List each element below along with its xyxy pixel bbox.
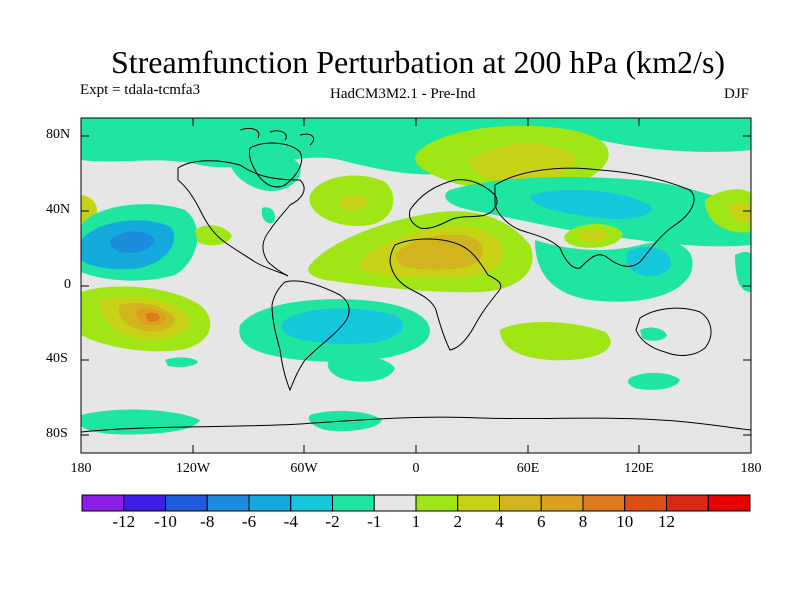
colorbar-label: 2 xyxy=(453,512,463,531)
contour-eastpac-low xyxy=(735,251,751,292)
colorbar-label: -6 xyxy=(241,512,257,531)
contour-layer xyxy=(81,118,751,435)
x-label-0: 0 xyxy=(412,461,420,476)
colorbar-swatch xyxy=(540,494,584,512)
colorbar-label: 10 xyxy=(616,512,634,531)
colorbar-label: -10 xyxy=(154,512,177,531)
contour-dateline-high-2 xyxy=(705,189,751,233)
coast-antarctica xyxy=(81,416,751,433)
contour-atlantic-high-4 xyxy=(340,194,368,210)
x-label-120w: 120W xyxy=(175,461,211,476)
colorbar xyxy=(81,494,751,512)
contour-india-high-4 xyxy=(578,229,608,242)
x-label-180w: 180 xyxy=(70,461,92,476)
contour-eurasia-high-4 xyxy=(470,143,576,183)
y-label-80s: 80S xyxy=(46,426,68,441)
coast-europe xyxy=(409,179,498,229)
x-label-60e: 60E xyxy=(516,461,540,476)
colorbar-swatch xyxy=(624,494,667,512)
contour-antarctic-low-1 xyxy=(81,409,200,435)
colorbar-label: 4 xyxy=(495,512,504,531)
colorbar-label: 8 xyxy=(578,512,588,531)
contour-satlantic-low-2b xyxy=(327,355,395,382)
contour-soceania-low xyxy=(627,372,680,390)
colorbar-swatch xyxy=(123,494,166,512)
colorbar-swatch xyxy=(415,494,459,512)
coast-australia xyxy=(635,307,712,356)
colorbar-label: -1 xyxy=(367,512,382,531)
colorbar-swatch xyxy=(373,494,417,512)
axis-ticks xyxy=(80,118,752,453)
colorbar-label: -2 xyxy=(325,512,340,531)
colorbar-swatch xyxy=(457,494,500,512)
colorbar-label: 12 xyxy=(658,512,675,531)
coast-north-america xyxy=(177,160,305,277)
y-label-0: 0 xyxy=(64,277,71,292)
x-label-120e: 120E xyxy=(624,461,654,476)
contour-africa-high-6 xyxy=(395,234,484,270)
colorbar-swatch xyxy=(248,494,292,512)
colorbar-swatch xyxy=(290,494,333,512)
contour-spacific-high-10 xyxy=(146,312,160,322)
contour-wpacific-low-3 xyxy=(626,247,671,277)
y-label-40s: 40S xyxy=(46,351,68,366)
coast-asia xyxy=(494,167,695,269)
contour-australia-low xyxy=(640,327,667,341)
colorbar-swatch xyxy=(499,494,542,512)
contour-npacific-low-6 xyxy=(110,231,155,253)
colorbar-swatch xyxy=(332,494,375,512)
contour-sindian-high xyxy=(500,321,611,361)
contour-satlantic-low-4 xyxy=(281,308,403,345)
y-label-80n: 80N xyxy=(46,127,71,142)
colorbar-label: 1 xyxy=(411,512,421,531)
contour-spac-low-small xyxy=(165,357,198,367)
contour-gulf-low xyxy=(261,207,276,224)
experiment-label: Expt = tdala-tcmfa3 xyxy=(80,82,201,98)
colorbar-swatch xyxy=(707,494,751,512)
colorbar-label: 6 xyxy=(537,512,546,531)
coastlines xyxy=(81,127,751,433)
colorbar-swatch xyxy=(81,494,125,512)
colorbar-swatch xyxy=(666,494,709,512)
colorbar-swatch xyxy=(206,494,250,512)
colorbar-label: -4 xyxy=(283,512,298,531)
colorbar-label: -12 xyxy=(112,512,136,531)
contour-asia-low-3 xyxy=(530,189,652,220)
colorbar-swatch xyxy=(582,494,626,512)
model-label: HadCM3M2.1 - Pre-Ind xyxy=(330,86,476,102)
x-label-60w: 60W xyxy=(290,461,318,476)
y-label-40n: 40N xyxy=(46,202,71,217)
coast-africa xyxy=(389,238,502,351)
contour-dateline-high-4 xyxy=(729,202,751,223)
coast-south-america xyxy=(271,280,350,392)
colorbar-label: -8 xyxy=(200,512,215,531)
season-label: DJF xyxy=(724,86,750,102)
colorbar-swatch xyxy=(165,494,208,512)
chart-title: Streamfunction Perturbation at 200 hPa (… xyxy=(110,44,726,80)
x-label-180e: 180 xyxy=(740,461,762,476)
coast-arctic-islands xyxy=(239,127,315,146)
coast-greenland xyxy=(249,142,303,188)
